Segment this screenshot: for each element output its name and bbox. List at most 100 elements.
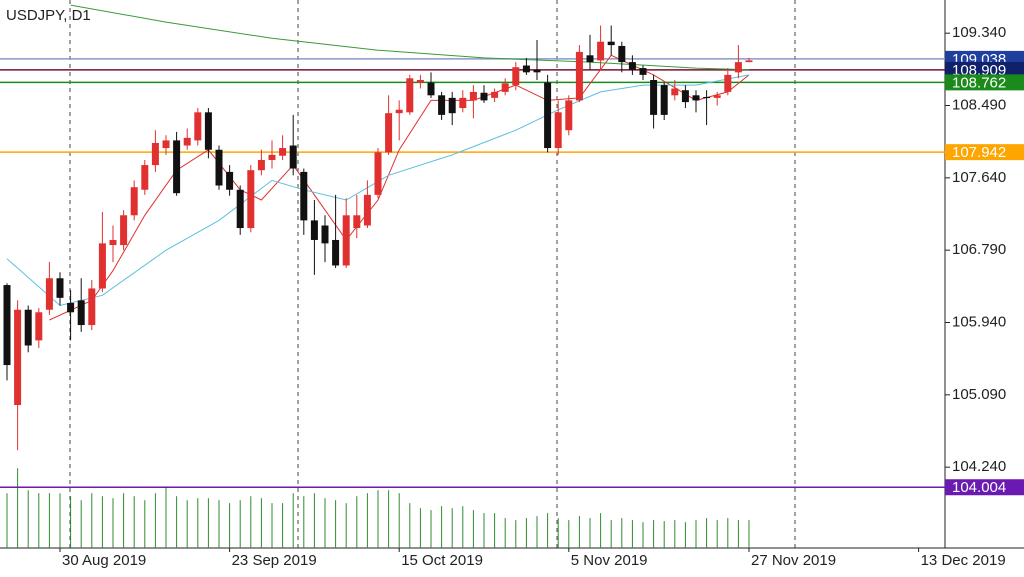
candle-body <box>236 189 244 229</box>
candle-body <box>660 85 668 115</box>
level-label: 107.942 <box>945 144 1024 161</box>
candle-body <box>3 285 11 366</box>
candle-body <box>681 90 689 103</box>
x-tick-label: 13 Dec 2019 <box>921 552 1006 569</box>
candle-body <box>35 312 43 341</box>
y-tick-label: 109.340 <box>952 24 1006 41</box>
level-label-box <box>945 74 1024 91</box>
candle-body <box>141 165 149 190</box>
x-tick-label: 30 Aug 2019 <box>62 552 146 569</box>
candle-body <box>480 92 488 101</box>
candle-body <box>501 83 509 92</box>
candle-body <box>257 159 265 171</box>
candle-body <box>650 79 658 115</box>
candle-body <box>639 68 647 75</box>
x-tick-label: 23 Sep 2019 <box>232 552 317 569</box>
candle-body <box>713 95 721 98</box>
level-label: 108.762 <box>945 74 1024 91</box>
candle-body <box>703 97 711 99</box>
candle-body <box>618 45 626 63</box>
y-tick-label: 106.790 <box>952 241 1006 258</box>
candle-body <box>575 51 583 101</box>
candle-body <box>24 309 32 346</box>
moving-average <box>70 4 750 71</box>
candle-body <box>512 67 520 86</box>
level-label-box <box>945 479 1024 496</box>
y-tick-label: 107.640 <box>952 169 1006 186</box>
candle-body <box>67 302 75 313</box>
level-label: 104.004 <box>945 479 1024 496</box>
candle-body <box>151 142 159 166</box>
candle-body <box>438 95 446 115</box>
candle-body <box>120 215 128 246</box>
candle-body <box>607 41 615 46</box>
candle-body <box>363 194 371 226</box>
level-label-box <box>945 61 1024 78</box>
candle-body <box>628 62 636 70</box>
candle-body <box>56 278 64 298</box>
candle-body <box>130 187 138 216</box>
candle-body <box>310 220 318 240</box>
candle-body <box>459 97 467 109</box>
candle-body <box>77 300 85 326</box>
candle-body <box>14 309 22 406</box>
candle-body <box>374 152 382 195</box>
candle-body <box>332 239 340 266</box>
candle-body <box>385 113 393 153</box>
candle-body <box>427 82 435 96</box>
candle-body <box>173 140 181 194</box>
x-tick-label: 27 Nov 2019 <box>751 552 836 569</box>
candle-body <box>98 243 106 289</box>
candle-body <box>724 74 732 92</box>
candle-body <box>204 112 212 150</box>
candle-body <box>162 140 170 149</box>
candle-body <box>395 109 403 114</box>
level-label-box <box>945 144 1024 161</box>
period-separators <box>69 0 796 548</box>
candle-body <box>734 62 742 73</box>
candle-body <box>215 149 223 186</box>
y-tick-label: 105.090 <box>952 386 1006 403</box>
y-tick-label: 104.240 <box>952 458 1006 475</box>
candle-body <box>194 112 202 141</box>
candle-body <box>45 278 53 310</box>
candle-body <box>279 148 287 156</box>
candle-body <box>342 215 350 266</box>
y-tick-label: 108.490 <box>952 96 1006 113</box>
candle-body <box>671 88 679 96</box>
candle-body <box>88 288 96 326</box>
candle-body <box>353 215 361 229</box>
candle-body <box>522 65 530 73</box>
candle-body <box>586 55 594 63</box>
candle-body <box>416 79 424 83</box>
candle-body <box>692 95 700 101</box>
candle-body <box>533 69 541 73</box>
candle-body <box>247 170 255 229</box>
candle-body <box>469 91 477 101</box>
candle-body <box>565 100 573 131</box>
candle-body <box>183 137 191 146</box>
candle-body <box>321 225 329 244</box>
candle-body <box>448 97 456 114</box>
candle-body <box>268 154 276 160</box>
candle-body <box>406 78 414 113</box>
candle-body <box>109 239 117 246</box>
candle-body <box>300 171 308 221</box>
x-tick-label: 5 Nov 2019 <box>571 552 648 569</box>
candle-body <box>745 60 753 63</box>
candle-body <box>544 82 552 149</box>
level-label-text: 108.762 <box>952 74 1006 91</box>
candle-body <box>491 91 499 98</box>
moving-average <box>49 54 750 321</box>
chart-title: USDJPY, D1 <box>6 7 91 24</box>
candle-body <box>597 41 605 61</box>
level-label-text: 104.004 <box>952 479 1006 496</box>
y-tick-label: 105.940 <box>952 313 1006 330</box>
candle-body <box>289 145 297 169</box>
x-tick-label: 15 Oct 2019 <box>401 552 483 569</box>
level-label-text: 107.942 <box>952 144 1006 161</box>
candle-body <box>226 171 234 190</box>
candle-body <box>554 112 562 149</box>
